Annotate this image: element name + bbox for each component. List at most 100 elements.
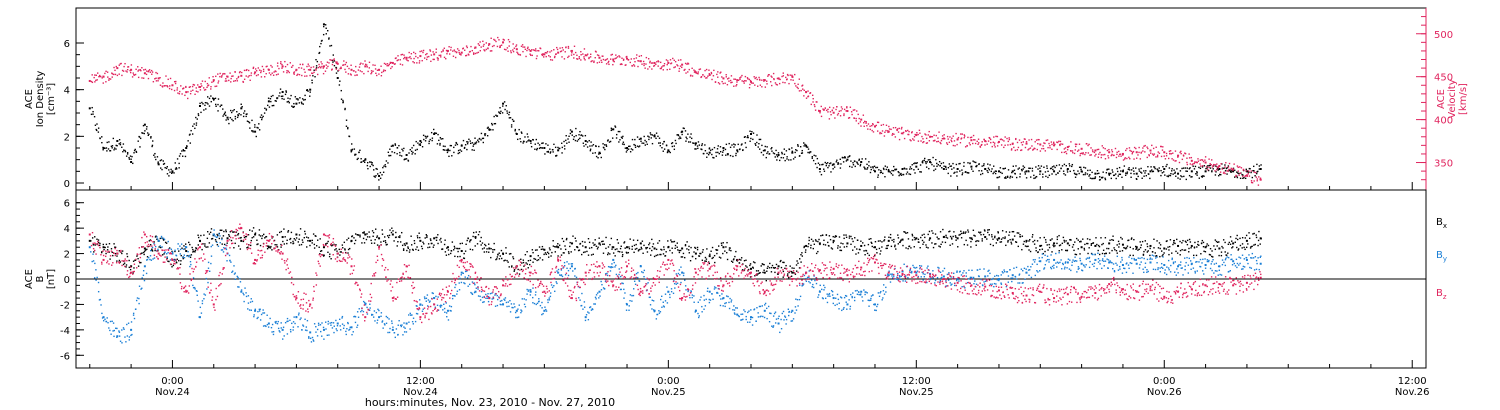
fill-dot bbox=[558, 244, 561, 246]
fill-dot bbox=[128, 259, 130, 262]
fill-dot bbox=[705, 260, 707, 262]
fill-dot bbox=[192, 277, 195, 279]
fill-dot bbox=[240, 103, 242, 105]
fill-dot bbox=[657, 60, 659, 62]
fill-dot bbox=[396, 59, 398, 62]
fill-dot bbox=[204, 80, 206, 83]
fill-dot bbox=[342, 99, 344, 102]
fill-dot bbox=[237, 75, 240, 78]
data-point bbox=[1149, 149, 1152, 152]
fill-dot bbox=[372, 64, 374, 66]
fill-dot bbox=[785, 76, 787, 79]
data-point bbox=[88, 239, 91, 242]
fill-dot bbox=[113, 243, 115, 245]
fill-dot bbox=[1053, 165, 1055, 167]
fill-dot bbox=[1208, 164, 1210, 167]
fill-dot bbox=[328, 255, 331, 258]
fill-dot bbox=[165, 75, 167, 77]
fill-dot bbox=[311, 72, 313, 74]
fill-dot bbox=[365, 238, 368, 241]
fill-dot bbox=[614, 57, 616, 60]
fill-dot bbox=[910, 131, 913, 134]
fill-dot bbox=[553, 56, 556, 59]
fill-dot bbox=[1172, 173, 1174, 175]
data-point bbox=[1149, 170, 1152, 173]
fill-dot bbox=[807, 243, 810, 245]
fill-dot bbox=[1227, 252, 1229, 254]
fill-dot bbox=[740, 144, 743, 146]
fill-dot bbox=[1108, 148, 1110, 151]
fill-dot bbox=[1128, 239, 1130, 241]
data-point bbox=[130, 161, 133, 163]
fill-dot bbox=[359, 236, 361, 238]
fill-dot bbox=[949, 244, 951, 246]
fill-dot bbox=[743, 259, 746, 262]
fill-dot bbox=[648, 138, 650, 141]
fill-dot bbox=[864, 158, 867, 160]
fill-dot bbox=[116, 336, 118, 338]
fill-dot bbox=[821, 163, 823, 166]
fill-dot bbox=[556, 245, 558, 247]
fill-dot bbox=[148, 133, 150, 136]
fill-dot bbox=[888, 236, 890, 238]
fill-dot bbox=[979, 146, 982, 148]
fill-dot bbox=[276, 246, 279, 248]
fill-dot bbox=[646, 143, 648, 145]
data-point bbox=[254, 130, 257, 133]
fill-dot bbox=[189, 256, 192, 259]
fill-dot bbox=[795, 270, 798, 272]
fill-dot bbox=[868, 238, 870, 240]
fill-dot bbox=[907, 247, 909, 250]
fill-dot bbox=[131, 76, 134, 78]
fill-dot bbox=[565, 139, 567, 142]
fill-dot bbox=[1188, 251, 1190, 253]
fill-dot bbox=[143, 69, 145, 71]
fill-dot bbox=[358, 66, 361, 68]
fill-dot bbox=[225, 78, 227, 80]
fill-dot bbox=[407, 60, 409, 62]
data-point bbox=[791, 75, 794, 78]
fill-dot bbox=[717, 71, 719, 73]
fill-dot bbox=[766, 83, 768, 85]
fill-dot bbox=[892, 170, 895, 172]
fill-dot bbox=[547, 151, 550, 153]
fill-dot bbox=[866, 167, 869, 169]
fill-dot bbox=[625, 251, 628, 254]
fill-dot bbox=[538, 147, 541, 150]
data-point bbox=[1121, 243, 1124, 246]
fill-dot bbox=[1000, 144, 1003, 146]
fill-dot bbox=[676, 64, 678, 66]
fill-dot bbox=[1210, 164, 1212, 166]
fill-dot bbox=[524, 136, 526, 138]
fill-dot bbox=[1043, 166, 1045, 168]
fill-dot bbox=[970, 240, 972, 243]
fill-dot bbox=[557, 146, 559, 149]
fill-dot bbox=[453, 146, 455, 149]
fill-dot bbox=[1224, 170, 1227, 172]
fill-dot bbox=[267, 326, 270, 328]
fill-dot bbox=[263, 112, 266, 114]
fill-dot bbox=[1004, 144, 1006, 146]
fill-dot bbox=[355, 65, 357, 68]
fill-dot bbox=[1146, 245, 1149, 248]
fill-dot bbox=[344, 107, 346, 110]
fill-dot bbox=[293, 73, 295, 75]
fill-dot bbox=[925, 166, 928, 168]
fill-dot bbox=[1227, 170, 1229, 172]
fill-dot bbox=[1093, 151, 1096, 154]
fill-dot bbox=[435, 236, 437, 239]
fill-dot bbox=[383, 69, 385, 71]
fill-dot bbox=[253, 314, 255, 316]
fill-dot bbox=[679, 136, 681, 138]
fill-dot bbox=[800, 261, 802, 263]
data-point bbox=[1121, 170, 1124, 173]
fill-dot bbox=[1156, 154, 1159, 156]
fill-dot bbox=[325, 27, 327, 29]
fill-dot bbox=[126, 71, 128, 73]
fill-dot bbox=[897, 131, 900, 133]
fill-dot bbox=[326, 61, 329, 63]
fill-dot bbox=[1024, 245, 1027, 247]
fill-dot bbox=[761, 144, 763, 147]
fill-dot bbox=[192, 89, 194, 91]
fill-dot bbox=[101, 251, 103, 253]
